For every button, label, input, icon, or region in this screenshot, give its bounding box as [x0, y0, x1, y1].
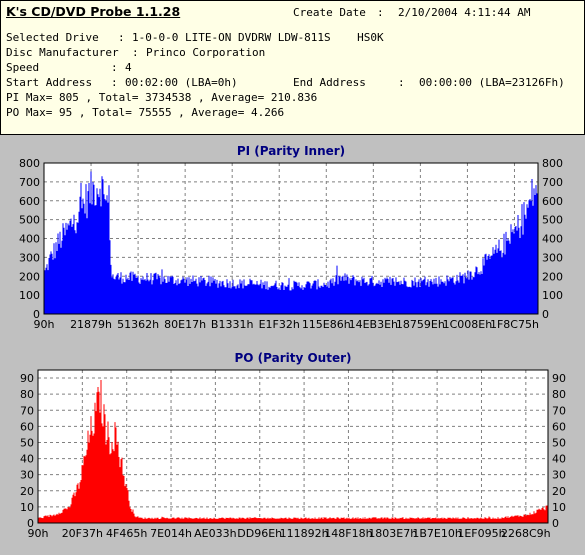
po-x-tick-label: 2268C9h [501, 527, 551, 540]
po-y-tick-right: 10 [552, 501, 566, 514]
pi-x-tick-label: 51362h [117, 318, 159, 331]
pi-y-tick-left: 300 [19, 251, 40, 264]
end-address-value: 00:00:00 (LBA=23126Fh) [419, 76, 565, 89]
po-summary: PO Max= 95 , Total= 75555 , Average= 4.2… [6, 106, 285, 119]
po-y-tick-right: 90 [552, 372, 566, 385]
start-address-label: Start Address [6, 76, 93, 89]
po-y-tick-left: 90 [20, 372, 34, 385]
po-plot-frame [37, 369, 549, 524]
po-x-tick-label: 1EF095h [457, 527, 505, 540]
pi-y-tick-left: 400 [19, 233, 40, 246]
pi-y-tick-left: 0 [33, 308, 40, 321]
po-y-tick-left: 10 [20, 501, 34, 514]
po-y-tick-left: 80 [20, 388, 34, 401]
app-title: K's CD/DVD Probe 1.1.28 [6, 4, 181, 19]
pi-y-tick-right: 300 [542, 251, 563, 264]
create-date-label: Create Date [293, 6, 366, 19]
po-x-tick-label: 20F37h [62, 527, 103, 540]
pi-y-tick-left: 800 [19, 157, 40, 170]
po-x-tick-label: 7E014h [150, 527, 192, 540]
speed-colon: : [111, 61, 118, 74]
pi-x-tick-label: 115E86h [302, 318, 351, 331]
po-y-tick-left: 70 [20, 404, 34, 417]
disc-manufacturer-value: Princo Corporation [146, 46, 266, 59]
po-chart-title: PO (Parity Outer) [234, 351, 351, 365]
pi-x-tick-label: 21879h [70, 318, 112, 331]
create-date-colon: : [377, 6, 384, 19]
speed-label: Speed [6, 61, 40, 74]
pi-y-tick-right: 800 [542, 157, 563, 170]
po-y-tick-left: 60 [20, 420, 34, 433]
pi-y-tick-right: 500 [542, 214, 563, 227]
pi-y-tick-right: 700 [542, 176, 563, 189]
po-y-tick-left: 40 [20, 453, 34, 466]
po-x-tick-label: 4F465h [106, 527, 147, 540]
po-y-tick-right: 40 [552, 453, 566, 466]
pi-x-tick-label: 1C008Eh [443, 318, 493, 331]
pi-x-tick-label: 1F8C75h [490, 318, 539, 331]
pi-y-tick-left: 700 [19, 176, 40, 189]
po-y-tick-right: 80 [552, 388, 566, 401]
pi-y-tick-left: 500 [19, 214, 40, 227]
po-y-tick-right: 60 [552, 420, 566, 433]
pi-x-tick-label: 90h [34, 318, 55, 331]
po-y-tick-right: 30 [552, 469, 566, 482]
end-address-colon: : [398, 76, 405, 89]
selected-drive-colon: : [118, 31, 125, 44]
pi-y-tick-right: 400 [542, 233, 563, 246]
pi-chart-title: PI (Parity Inner) [237, 144, 345, 158]
pi-y-tick-right: 600 [542, 195, 563, 208]
start-address-value: 00:02:00 (LBA=0h) [125, 76, 238, 89]
pi-y-tick-right: 0 [542, 308, 549, 321]
end-address-label: End Address [293, 76, 366, 89]
pi-chart-panel: PI (Parity Inner) 0 0 100 100 200 200 300 300 400… [0, 138, 585, 342]
po-x-tick-label: AE033h [194, 527, 236, 540]
pi-y-tick-left: 600 [19, 195, 40, 208]
selected-drive-label: Selected Drive [6, 31, 99, 44]
info-header: K's CD/DVD Probe 1.1.28 Create Date : 2/… [0, 0, 585, 135]
po-y-tick-right: 0 [552, 517, 559, 530]
po-x-tick-label: 148F18h [324, 527, 372, 540]
pi-y-tick-left: 100 [19, 289, 40, 302]
po-y-tick-left: 50 [20, 436, 34, 449]
pi-x-tick-label: 14EB3Eh [349, 318, 398, 331]
po-x-tick-label: 1B7E10h [412, 527, 461, 540]
po-y-tick-right: 70 [552, 404, 566, 417]
po-chart: PO (Parity Outer) 0 0 10 10 20 20 30 30 40 40 50 50 6… [20, 351, 566, 540]
po-y-tick-left: 0 [27, 517, 34, 530]
po-x-tick-label: 111892h [280, 527, 329, 540]
disc-manufacturer-colon: : [132, 46, 139, 59]
pi-x-tick-label: 80E17h [164, 318, 206, 331]
po-x-tick-label: 90h [28, 527, 49, 540]
po-y-tick-right: 50 [552, 436, 566, 449]
pi-plot-frame [43, 162, 539, 315]
po-x-tick-label: DD96Eh [237, 527, 282, 540]
pi-x-tick-label: 18759Eh [396, 318, 445, 331]
pi-x-tick-label: B1331h [211, 318, 254, 331]
disc-manufacturer-label: Disc Manufacturer [6, 46, 119, 59]
speed-value: 4 [125, 61, 132, 74]
pi-summary: PI Max= 805 , Total= 3734538 , Average= … [6, 91, 318, 104]
start-address-colon: : [111, 76, 118, 89]
pi-chart: PI (Parity Inner) 0 0 100 100 200 200 300 300 400… [19, 144, 563, 331]
pi-series-bars [44, 171, 538, 314]
po-y-tick-left: 20 [20, 485, 34, 498]
po-chart-panel: PO (Parity Outer) 0 0 10 10 20 20 30 30 40 40 50 50 6… [0, 344, 585, 551]
pi-y-tick-right: 200 [542, 270, 563, 283]
create-date-value: 2/10/2004 4:11:44 AM [398, 6, 531, 19]
selected-drive-value: 1-0-0-0 LITE-ON DVDRW LDW-811S HS0K [132, 31, 384, 44]
pi-y-tick-left: 200 [19, 270, 40, 283]
po-y-tick-left: 30 [20, 469, 34, 482]
po-x-tick-label: 1803E7h [368, 527, 417, 540]
po-y-tick-right: 20 [552, 485, 566, 498]
pi-x-tick-label: E1F32h [259, 318, 300, 331]
po-series-bars [38, 380, 548, 523]
pi-y-tick-right: 100 [542, 289, 563, 302]
